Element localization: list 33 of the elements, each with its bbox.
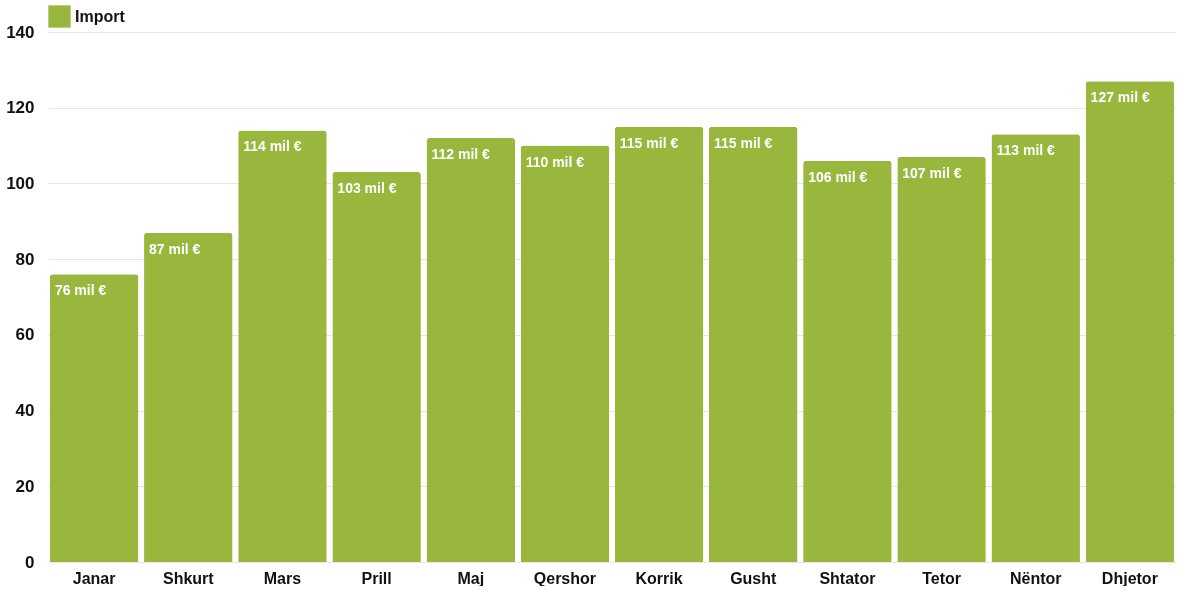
y-tick-label: 40 (15, 401, 35, 421)
x-tick-label: Janar (72, 569, 116, 587)
x-tick-label: Dhjetor (1101, 569, 1158, 587)
legend-label: Import (75, 7, 126, 25)
data-label: 113 mil € (996, 142, 1056, 159)
y-tick-label: 20 (15, 476, 35, 496)
x-tick-label: Gusht (730, 569, 778, 587)
y-tick-label: 80 (15, 249, 35, 269)
data-label: 110 mil € (525, 153, 585, 170)
data-label: 106 mil € (808, 168, 868, 185)
y-tick-label: 100 (6, 173, 35, 193)
data-label: 76 mil € (54, 282, 107, 299)
x-tick-label: Tetor (922, 569, 961, 587)
data-label: 115 mil € (713, 134, 773, 151)
x-tick-label: Shtator (819, 569, 876, 587)
y-tick-label: 0 (25, 552, 35, 572)
data-label: 103 mil € (337, 180, 397, 197)
y-tick-label: 120 (6, 98, 35, 118)
data-label: 114 mil € (243, 138, 302, 155)
x-tick-label: Mars (263, 569, 302, 587)
x-tick-label: Korrik (635, 569, 683, 587)
x-tick-label: Nëntor (1009, 569, 1062, 587)
data-label: 87 mil € (149, 240, 201, 257)
data-label: 127 mil € (1090, 89, 1150, 106)
x-tick-label: Shkurt (162, 569, 215, 587)
x-tick-label: Prill (361, 569, 392, 587)
x-tick-label: Maj (457, 569, 485, 587)
y-tick-label: 140 (6, 22, 35, 42)
y-tick-label: 60 (15, 325, 35, 345)
x-tick-label: Qershor (533, 569, 597, 587)
data-label: 107 mil € (902, 164, 962, 181)
data-label: 112 mil € (431, 146, 491, 162)
data-label: 115 mil € (619, 134, 679, 151)
